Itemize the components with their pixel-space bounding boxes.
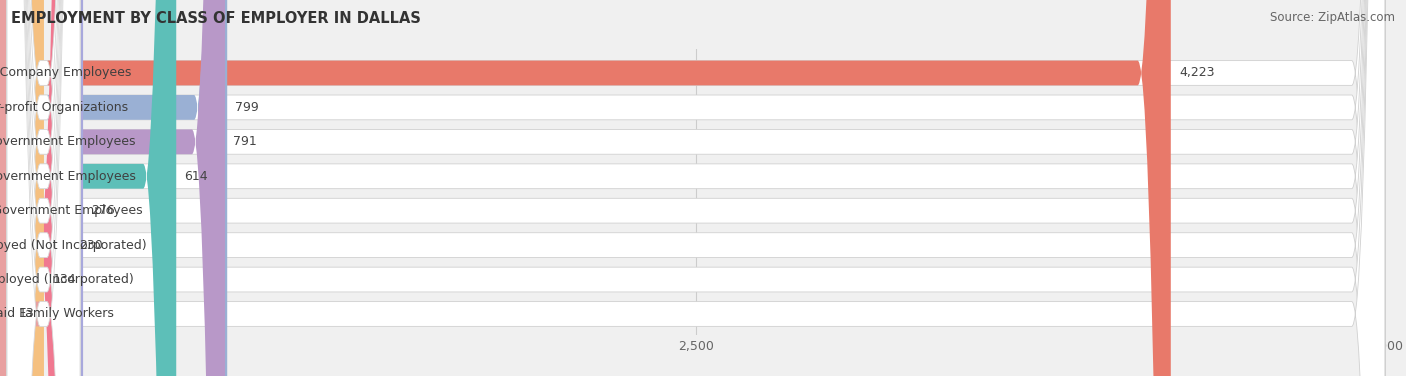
FancyBboxPatch shape — [7, 0, 1385, 376]
FancyBboxPatch shape — [7, 0, 80, 376]
Text: 276: 276 — [91, 204, 115, 217]
Text: EMPLOYMENT BY CLASS OF EMPLOYER IN DALLAS: EMPLOYMENT BY CLASS OF EMPLOYER IN DALLA… — [11, 11, 422, 26]
FancyBboxPatch shape — [7, 0, 1385, 376]
Text: State Government Employees: State Government Employees — [0, 135, 136, 149]
FancyBboxPatch shape — [7, 0, 80, 376]
FancyBboxPatch shape — [7, 0, 70, 376]
FancyBboxPatch shape — [7, 0, 1385, 376]
FancyBboxPatch shape — [7, 0, 80, 376]
Text: Unpaid Family Workers: Unpaid Family Workers — [0, 308, 114, 320]
FancyBboxPatch shape — [7, 0, 225, 376]
FancyBboxPatch shape — [7, 0, 1385, 376]
FancyBboxPatch shape — [7, 0, 176, 376]
Text: 4,223: 4,223 — [1180, 67, 1215, 79]
FancyBboxPatch shape — [7, 0, 80, 376]
FancyBboxPatch shape — [0, 0, 41, 376]
FancyBboxPatch shape — [7, 0, 80, 376]
Text: 230: 230 — [79, 239, 103, 252]
Text: 791: 791 — [233, 135, 257, 149]
Text: 134: 134 — [52, 273, 76, 286]
FancyBboxPatch shape — [7, 0, 228, 376]
FancyBboxPatch shape — [7, 0, 1171, 376]
FancyBboxPatch shape — [7, 0, 1385, 376]
Text: Private Company Employees: Private Company Employees — [0, 67, 132, 79]
FancyBboxPatch shape — [7, 0, 80, 376]
Text: Not-for-profit Organizations: Not-for-profit Organizations — [0, 101, 128, 114]
Text: 13: 13 — [18, 308, 35, 320]
FancyBboxPatch shape — [7, 0, 80, 376]
Text: Self-Employed (Not Incorporated): Self-Employed (Not Incorporated) — [0, 239, 146, 252]
FancyBboxPatch shape — [7, 0, 83, 376]
FancyBboxPatch shape — [7, 0, 1385, 376]
Text: Local Government Employees: Local Government Employees — [0, 170, 135, 183]
Text: 614: 614 — [184, 170, 208, 183]
FancyBboxPatch shape — [7, 0, 44, 376]
Text: 799: 799 — [235, 101, 259, 114]
FancyBboxPatch shape — [7, 0, 1385, 376]
FancyBboxPatch shape — [7, 0, 1385, 376]
FancyBboxPatch shape — [7, 0, 80, 376]
Text: Source: ZipAtlas.com: Source: ZipAtlas.com — [1270, 11, 1395, 24]
Text: Federal Government Employees: Federal Government Employees — [0, 204, 142, 217]
Text: Self-Employed (Incorporated): Self-Employed (Incorporated) — [0, 273, 134, 286]
